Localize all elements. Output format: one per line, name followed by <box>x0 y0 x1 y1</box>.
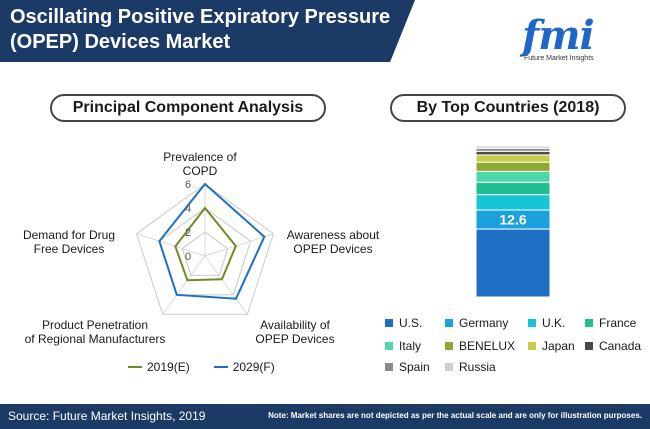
radar-axis-label-3: Product Penetration of Regional Manufact… <box>10 318 180 346</box>
radar-tick-6: 6 <box>185 179 191 191</box>
legend-italy: Italy <box>385 339 421 353</box>
radar-legend: 2019(E) 2029(F) <box>128 360 275 374</box>
legend-label-russia: Russia <box>459 360 496 374</box>
radar-axis-label-0: Prevalence of COPD <box>140 150 260 178</box>
radar-axis-label-1-line1: Awareness about <box>286 228 380 242</box>
header: Oscillating Positive Expiratory Pressure… <box>0 0 650 64</box>
stack-segment-5 <box>475 161 551 172</box>
legend-swatch-spain <box>385 363 393 371</box>
radar-series-1 <box>158 182 266 300</box>
radar-axis-label-1: Awareness about OPEP Devices <box>278 228 388 256</box>
legend-spain: Spain <box>385 360 430 374</box>
legend-france: France <box>585 316 636 330</box>
legend-japan: Japan <box>528 339 575 353</box>
stack-segment-4 <box>475 170 551 183</box>
radar-tick-0: 0 <box>185 251 191 263</box>
legend-swatch-2019 <box>128 366 142 368</box>
legend-swatch-us <box>385 319 393 327</box>
stack-segment-8 <box>475 147 551 152</box>
legend-swatch-uk <box>528 319 536 327</box>
radar-spoke-1 <box>204 233 274 257</box>
legend-benelux: BENELUX <box>445 339 515 353</box>
radar-axis-label-3-line2: of Regional Manufacturers <box>24 332 166 346</box>
radar-gridline-4 <box>158 207 252 296</box>
radar-axis-label-4: Demand for Drug Free Devices <box>14 228 124 256</box>
stack-segment-7 <box>475 150 551 156</box>
legend-item-2019: 2019(E) <box>128 360 190 374</box>
radar-gridline-6 <box>135 183 275 315</box>
legend-label-japan: Japan <box>542 339 575 353</box>
stack-segment-3 <box>475 181 551 196</box>
legend-label-canada: Canada <box>599 339 642 353</box>
radar-axis-label-2-line1: Availability of <box>260 318 330 332</box>
radar-spoke-4 <box>136 233 206 257</box>
radar-axis-label-4-line1: Demand for Drug <box>22 228 116 242</box>
stack-segment-1 <box>475 209 551 230</box>
legend-label-france: France <box>599 316 637 330</box>
title-band <box>0 0 415 62</box>
legend-label-spain: Spain <box>399 360 430 374</box>
legend-canada: Canada <box>585 339 641 353</box>
radar-tick-2: 2 <box>185 227 191 239</box>
radar-gridline-2 <box>181 231 229 276</box>
legend-swatch-france <box>585 319 593 327</box>
legend-item-2029: 2029(F) <box>213 360 275 374</box>
legend-swatch-benelux <box>445 342 453 350</box>
stack-segment-2 <box>475 194 551 211</box>
logo-dot-purple <box>600 8 609 17</box>
legend-swatch-germany <box>445 319 453 327</box>
countries-title: By Top Countries (2018) <box>390 94 626 122</box>
legend-label-uk: U.K. <box>542 316 566 330</box>
legend-swatch-2029 <box>213 366 228 368</box>
pca-title: Principal Component Analysis <box>50 94 326 122</box>
footer: Source: Future Market Insights, 2019 Not… <box>0 404 650 429</box>
legend-russia: Russia <box>445 360 496 374</box>
legend-label-germany: Germany <box>459 316 509 330</box>
stack-segment-9 <box>475 145 551 149</box>
legend-label-italy: Italy <box>399 339 422 353</box>
logo-letters: fmi <box>522 12 595 59</box>
radar-axis-label-1-line2: OPEP Devices <box>293 242 373 256</box>
legend-swatch-italy <box>385 342 393 350</box>
radar-axis-label-4-line2: Free Devices <box>33 242 105 256</box>
fmi-logo: fmi Future Market Insights <box>520 6 644 63</box>
legend-swatch-japan <box>528 342 536 350</box>
footer-note: Note: Market shares are not depicted as … <box>268 411 642 420</box>
radar-series <box>158 182 266 300</box>
radar-tick-4: 4 <box>185 203 191 215</box>
legend-label-benelux: BENELUX <box>459 339 516 353</box>
radar-axis-label-2-line2: OPEP Devices <box>255 332 335 346</box>
legend-label-us: U.S. <box>399 316 423 330</box>
legend-label-2019: 2019(E) <box>147 360 190 374</box>
page-title-line2: (OPEP) Devices Market <box>10 31 231 53</box>
logo-tagline: Future Market Insights <box>524 55 594 62</box>
stack-segment-6 <box>475 154 551 163</box>
radar-spoke-3 <box>162 255 206 315</box>
page-title-line1: Oscillating Positive Expiratory Pressure <box>10 6 391 28</box>
legend-label-2029: 2029(F) <box>232 360 275 374</box>
legend-germany: Germany <box>445 316 508 330</box>
radar-axis-label-0-line1: Prevalence of <box>163 150 237 164</box>
legend-swatch-canada <box>585 342 593 350</box>
stack-data-label-1: 12.6 <box>499 212 526 228</box>
stack-segment-0 <box>475 228 551 298</box>
legend-us: U.S. <box>385 316 422 330</box>
legend-uk: U.K. <box>528 316 565 330</box>
radar-series-0 <box>174 206 237 282</box>
radar-axis-label-2: Availability of OPEP Devices <box>240 318 350 346</box>
radar-spoke-2 <box>204 255 248 315</box>
logo-dot-red <box>618 8 627 17</box>
radar-axis-label-3-line1: Product Penetration <box>41 318 149 332</box>
footer-source: Source: Future Market Insights, 2019 <box>8 409 206 423</box>
legend-swatch-russia <box>445 363 453 371</box>
radar-ticks: 0 2 4 6 <box>185 179 191 263</box>
radar-grid <box>135 183 275 315</box>
radar-axis-label-0-line2: COPD <box>182 164 218 178</box>
